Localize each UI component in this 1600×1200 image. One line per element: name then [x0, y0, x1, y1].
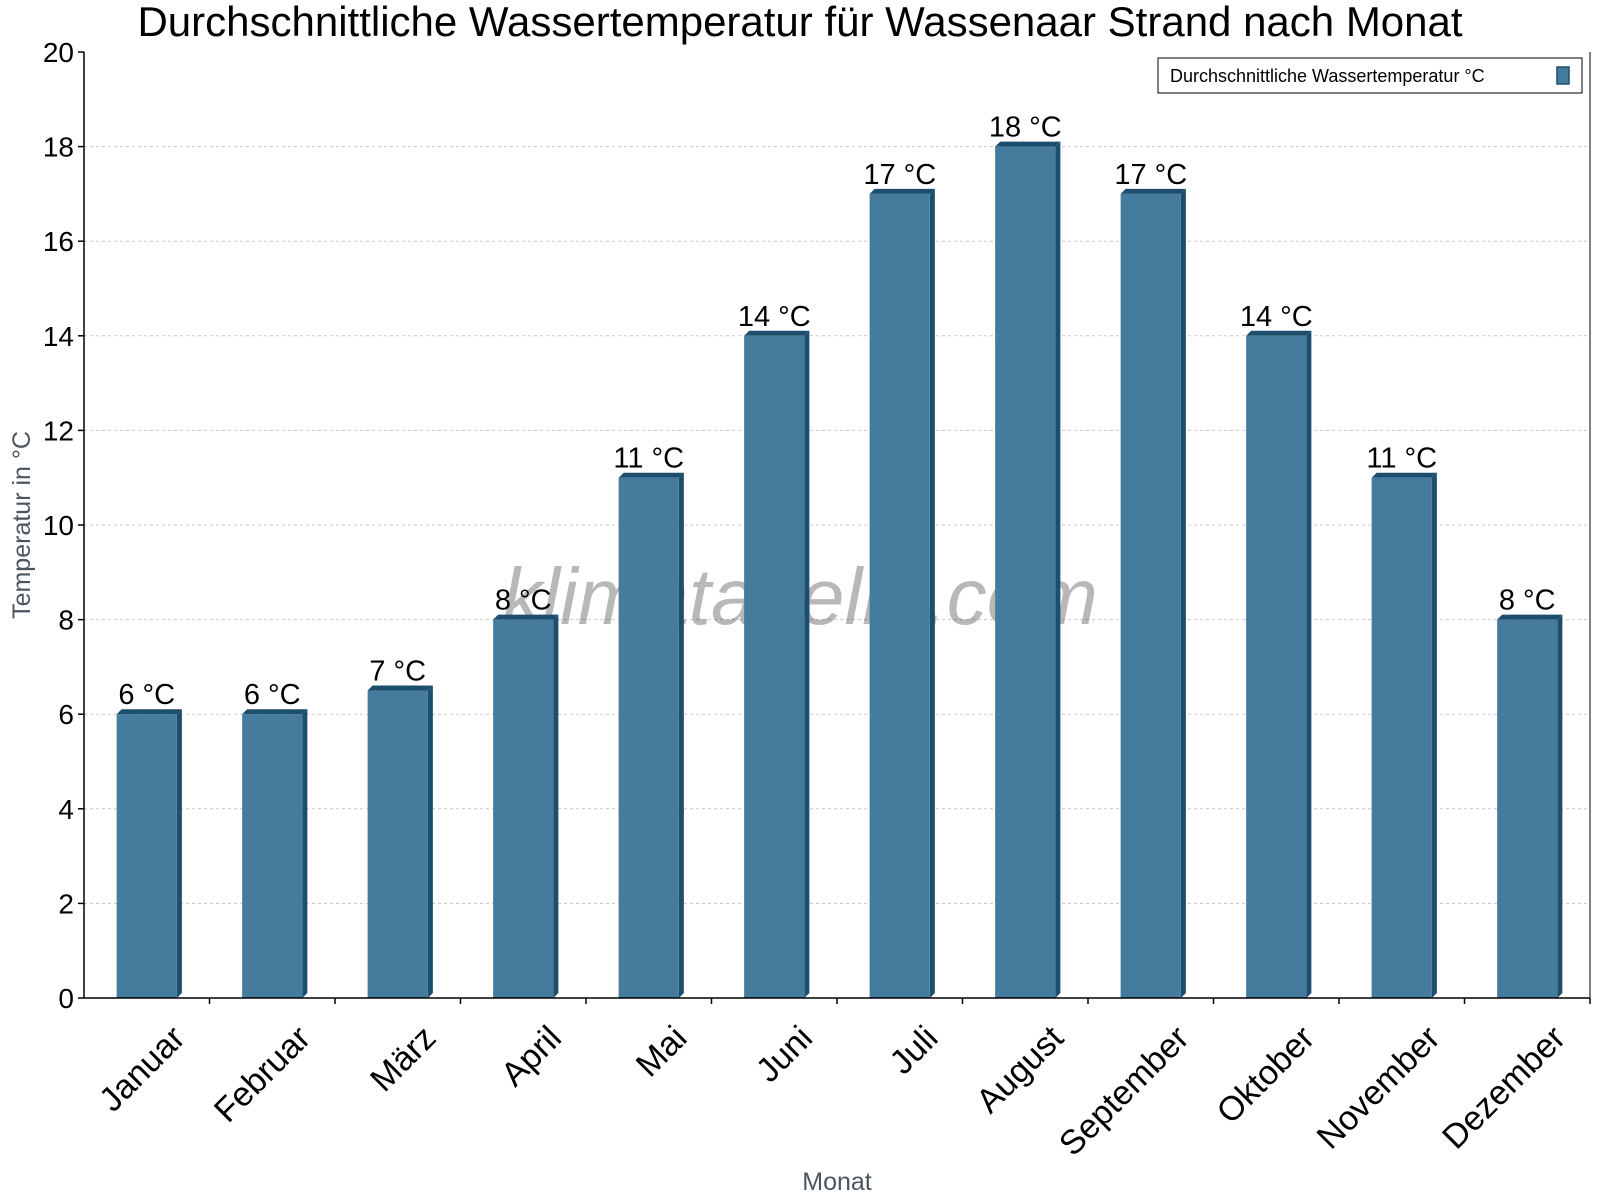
y-tick-label: 16: [43, 226, 74, 257]
gridlines: [84, 146, 1590, 904]
data-label: 17 °C: [1114, 159, 1187, 191]
legend-label: Durchschnittliche Wassertemperatur °C: [1170, 66, 1485, 86]
data-label: 6 °C: [118, 679, 175, 711]
bar: [116, 714, 177, 998]
bar-side: [929, 188, 935, 998]
bar-top: [869, 188, 935, 194]
bar-side: [1306, 330, 1312, 998]
data-label: 14 °C: [1240, 301, 1313, 333]
bar: [1246, 335, 1307, 998]
bar: [744, 335, 805, 998]
bar-top: [1120, 188, 1186, 194]
bar-side: [1431, 472, 1437, 998]
bar-side: [804, 330, 810, 998]
y-tick-label: 10: [43, 510, 74, 541]
bar-top: [493, 614, 559, 620]
x-tick-label: Oktober: [1210, 1019, 1322, 1131]
bar-side: [553, 614, 559, 998]
y-tick-label: 2: [58, 888, 74, 919]
bar: [1497, 619, 1558, 998]
data-label: 8 °C: [495, 585, 552, 617]
bar: [1120, 193, 1181, 998]
data-label: 11 °C: [613, 443, 684, 475]
bar: [367, 690, 428, 998]
bar-side: [1557, 614, 1563, 998]
x-tick-label: Februar: [207, 1019, 318, 1130]
bar-top: [116, 709, 182, 715]
data-label: 18 °C: [989, 112, 1062, 144]
x-tick-label: Januar: [92, 1019, 192, 1119]
x-tick-label: März: [363, 1019, 443, 1099]
bar-top: [367, 685, 433, 691]
bar-top: [744, 330, 810, 336]
chart-title: Durchschnittliche Wassertemperatur für W…: [137, 0, 1462, 45]
y-tick-label: 6: [58, 699, 74, 730]
data-label: 6 °C: [244, 679, 301, 711]
data-label: 11 °C: [1366, 443, 1437, 475]
bar-top: [1497, 614, 1563, 620]
bar: [618, 477, 679, 998]
x-tick-label: August: [969, 1018, 1071, 1120]
x-axis-label: Monat: [802, 1168, 872, 1196]
data-label: 8 °C: [1499, 585, 1556, 617]
x-tick-label: November: [1310, 1019, 1448, 1157]
bar-top: [1371, 472, 1437, 478]
x-axis-ticks: Januar Februar März April Mai Juni Juli AugustS…: [92, 998, 1591, 1163]
x-tick-label: September: [1052, 1019, 1196, 1163]
bar: [869, 193, 930, 998]
legend-swatch: [1556, 66, 1570, 85]
y-tick-label: 18: [43, 132, 74, 163]
x-tick-label: Mai: [629, 1019, 695, 1085]
y-axis-ticks: 0 2 4 6 8 10 12 14 16 18 20: [43, 37, 84, 1014]
bar-top: [618, 472, 684, 478]
bar-top: [1246, 330, 1312, 336]
bars: 6 °C 6 °C 7 °C 8 °C 11 °C 14 °C 17 °C 18 °C 17 °…: [116, 112, 1563, 999]
y-tick-label: 14: [43, 321, 74, 352]
bar-side: [176, 709, 182, 998]
bar-side: [1180, 188, 1186, 998]
bar: [242, 714, 303, 998]
y-tick-label: 4: [58, 794, 74, 825]
data-label: 17 °C: [863, 159, 936, 191]
data-label: 14 °C: [738, 301, 811, 333]
x-tick-label: Juli: [882, 1019, 945, 1082]
bar-side: [678, 472, 684, 998]
legend: Durchschnittliche Wassertemperatur °C: [1157, 57, 1583, 94]
bar: [1371, 477, 1432, 998]
bar-side: [302, 709, 308, 998]
bar-side: [1055, 141, 1061, 999]
bar-side: [427, 685, 433, 998]
data-label: 7 °C: [369, 656, 426, 688]
y-axis-label: Temperatur in °C: [8, 431, 36, 619]
bar: [995, 146, 1056, 999]
bar-top: [995, 141, 1061, 147]
y-tick-label: 20: [43, 37, 74, 68]
bar-top: [242, 709, 308, 715]
x-tick-label: Dezember: [1435, 1019, 1573, 1157]
y-tick-label: 8: [58, 605, 74, 636]
bar: [493, 619, 554, 998]
x-tick-label: April: [494, 1019, 569, 1094]
x-tick-label: Juni: [749, 1019, 820, 1090]
y-tick-label: 12: [43, 415, 74, 446]
legend-box: [1157, 57, 1583, 94]
y-tick-label: 0: [58, 983, 74, 1014]
